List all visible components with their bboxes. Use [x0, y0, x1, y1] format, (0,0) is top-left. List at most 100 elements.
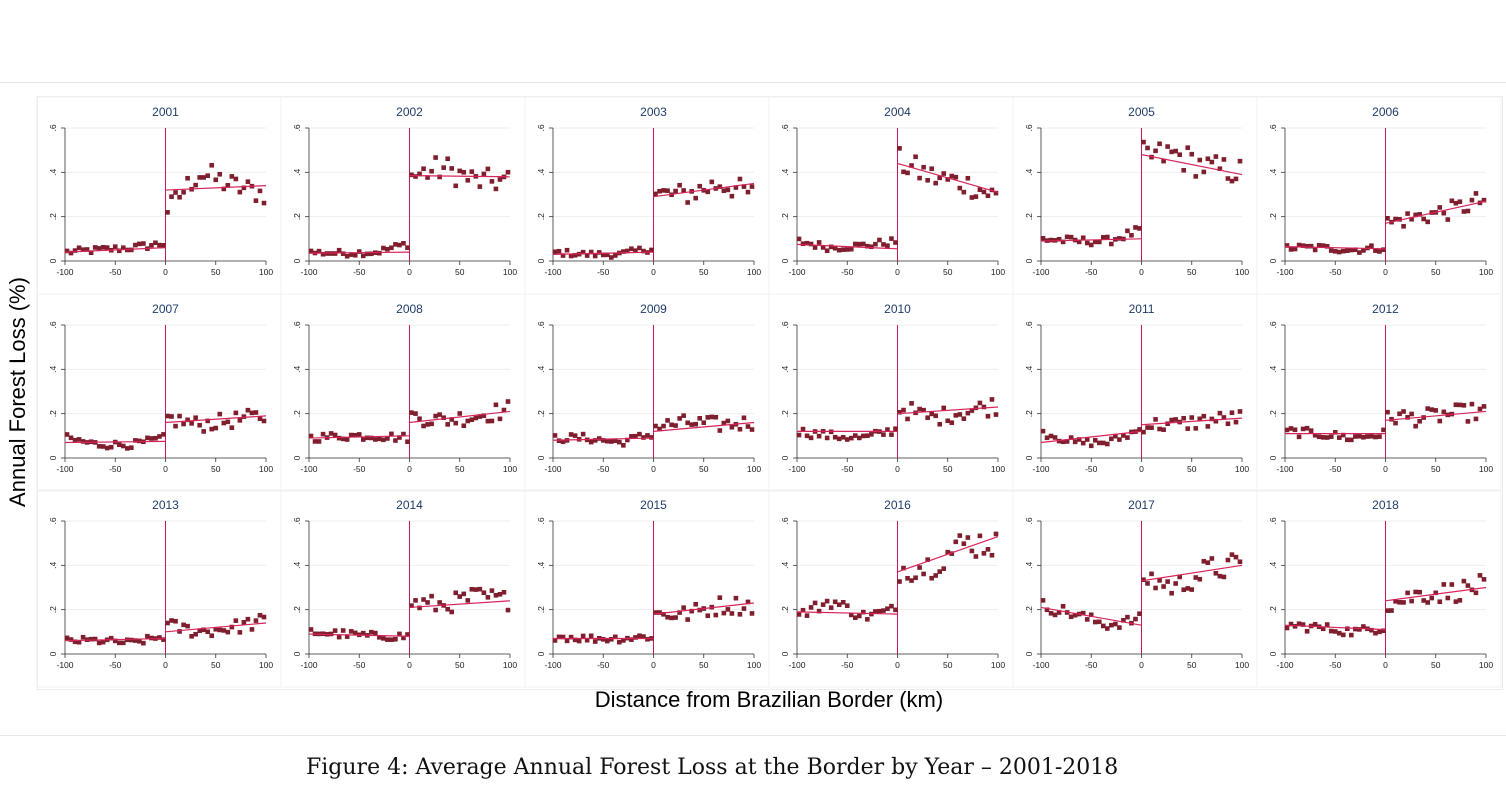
- data-point: [1088, 242, 1094, 248]
- y-tick-label: 0: [780, 455, 790, 460]
- data-point: [705, 189, 711, 195]
- data-point: [473, 415, 479, 421]
- data-point: [1316, 242, 1322, 248]
- data-point: [812, 600, 818, 606]
- fit-line-right: [897, 162, 999, 193]
- data-point: [241, 414, 247, 419]
- data-point: [608, 636, 614, 642]
- data-point: [1349, 632, 1354, 638]
- data-point: [921, 571, 926, 577]
- panel-title-2004: 2004: [884, 105, 911, 119]
- data-point: [568, 432, 574, 437]
- x-tick-label: 0: [1139, 660, 1144, 670]
- y-tick-label: .6: [48, 321, 58, 328]
- fit-line-left: [1284, 624, 1386, 631]
- data-point: [1469, 197, 1475, 203]
- data-point: [417, 171, 422, 177]
- data-point: [989, 187, 995, 193]
- data-point: [953, 539, 959, 545]
- data-point: [449, 417, 455, 422]
- data-point: [1477, 573, 1483, 578]
- data-point: [189, 634, 194, 639]
- data-point: [161, 432, 166, 437]
- data-point: [921, 407, 926, 413]
- data-point: [344, 253, 350, 259]
- data-point: [1300, 622, 1306, 627]
- x-tick-label: 100: [747, 660, 761, 670]
- data-point: [377, 250, 382, 256]
- data-point: [949, 420, 955, 426]
- data-point: [161, 637, 166, 642]
- data-point: [596, 250, 602, 255]
- data-point: [1357, 250, 1362, 255]
- data-point: [493, 592, 499, 598]
- y-tick-label: 0: [536, 455, 546, 460]
- data-point: [969, 548, 975, 554]
- x-tick-label: -100: [1276, 464, 1293, 474]
- data-point: [1197, 157, 1203, 163]
- data-point: [389, 637, 394, 643]
- data-point: [425, 600, 430, 605]
- data-point: [949, 173, 955, 179]
- data-point: [417, 416, 422, 422]
- data-point: [437, 174, 442, 180]
- data-point: [1304, 243, 1310, 249]
- y-tick-label: .4: [536, 169, 546, 176]
- data-point: [340, 251, 346, 256]
- data-point: [673, 188, 678, 194]
- data-point: [961, 541, 967, 546]
- data-point: [1193, 575, 1199, 580]
- data-point: [1441, 582, 1447, 587]
- x-tick-label: 100: [259, 464, 273, 474]
- data-point: [1465, 208, 1471, 214]
- panel-title-2006: 2006: [1372, 105, 1399, 119]
- data-point: [1209, 556, 1215, 561]
- data-point: [80, 634, 86, 640]
- fit-line-right: [165, 415, 267, 424]
- fit-line-left: [64, 247, 166, 253]
- data-point: [1429, 407, 1435, 412]
- data-point: [80, 439, 86, 444]
- data-point: [489, 179, 495, 184]
- data-point: [1145, 581, 1150, 586]
- data-point: [461, 169, 467, 175]
- data-point: [629, 246, 634, 252]
- data-point: [1068, 614, 1074, 620]
- data-point: [1173, 581, 1178, 586]
- data-point: [733, 185, 739, 190]
- x-tick-label: 100: [991, 660, 1005, 670]
- data-point: [1052, 435, 1058, 440]
- data-point: [1125, 435, 1130, 440]
- x-tick-label: -50: [841, 660, 854, 670]
- y-tick-label: 0: [48, 651, 58, 656]
- data-point: [1340, 248, 1346, 254]
- data-point: [409, 410, 414, 415]
- page-top-rule: [0, 82, 1506, 83]
- data-point: [241, 620, 247, 625]
- data-point: [1324, 622, 1330, 627]
- data-point: [1465, 419, 1471, 424]
- data-point: [253, 618, 259, 623]
- y-tick-label: .6: [780, 321, 790, 328]
- data-point: [689, 422, 694, 427]
- data-point: [1445, 217, 1451, 222]
- data-point: [637, 633, 642, 639]
- data-point: [100, 639, 106, 645]
- y-tick-label: .4: [780, 366, 790, 373]
- data-point: [1421, 216, 1426, 222]
- data-point: [1145, 425, 1150, 430]
- data-point: [1105, 441, 1110, 447]
- data-point: [1233, 419, 1239, 425]
- data-point: [613, 634, 618, 640]
- data-point: [889, 432, 894, 437]
- data-point: [556, 634, 562, 640]
- data-point: [1129, 232, 1134, 238]
- data-point: [1205, 156, 1211, 162]
- data-point: [1205, 424, 1211, 429]
- data-point: [381, 636, 386, 641]
- y-tick-label: .6: [292, 321, 302, 328]
- data-point: [112, 244, 118, 249]
- y-tick-label: .2: [48, 606, 58, 613]
- y-tick-label: 0: [1024, 651, 1034, 656]
- data-point: [645, 433, 650, 438]
